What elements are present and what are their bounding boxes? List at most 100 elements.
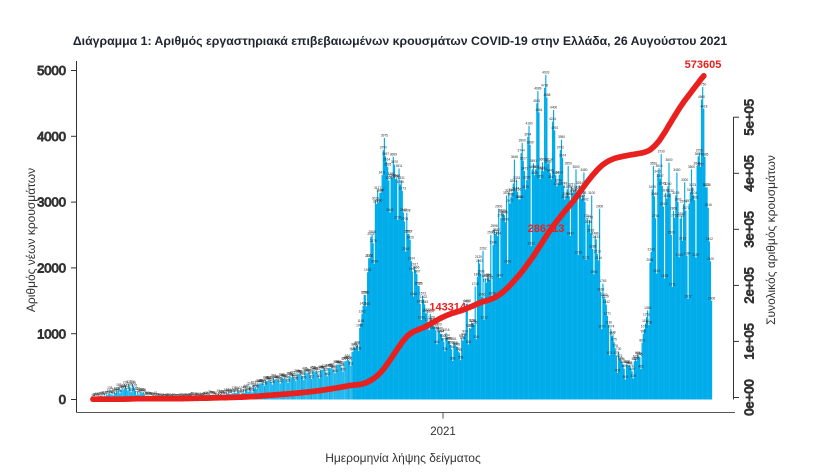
svg-text:281: 281 — [264, 377, 270, 381]
svg-text:4588: 4588 — [543, 93, 550, 97]
svg-text:76: 76 — [208, 390, 212, 394]
svg-text:28: 28 — [197, 393, 201, 397]
svg-text:2346: 2346 — [490, 241, 497, 245]
svg-text:1212: 1212 — [481, 315, 488, 319]
svg-text:19: 19 — [160, 394, 164, 398]
svg-text:3329: 3329 — [385, 176, 392, 180]
svg-text:138: 138 — [232, 386, 238, 390]
svg-text:2977: 2977 — [506, 199, 513, 203]
svg-text:3357: 3357 — [657, 174, 664, 178]
svg-text:3409: 3409 — [552, 171, 559, 175]
svg-text:72: 72 — [105, 390, 109, 394]
svg-text:423: 423 — [312, 367, 318, 371]
svg-text:813: 813 — [354, 342, 360, 346]
svg-text:720: 720 — [349, 348, 355, 352]
svg-text:117: 117 — [246, 387, 251, 391]
svg-text:246: 246 — [258, 379, 264, 383]
svg-text:532: 532 — [625, 360, 631, 364]
svg-text:3500: 3500 — [532, 165, 539, 169]
svg-text:2508: 2508 — [369, 230, 376, 234]
svg-text:352: 352 — [325, 372, 331, 376]
svg-text:106: 106 — [140, 388, 146, 392]
svg-text:3242: 3242 — [553, 182, 560, 186]
svg-text:67: 67 — [210, 391, 214, 395]
svg-text:1103: 1103 — [435, 323, 442, 327]
svg-text:452: 452 — [320, 365, 326, 369]
svg-text:390: 390 — [298, 369, 304, 373]
svg-text:1452: 1452 — [417, 300, 424, 304]
svg-text:63: 63 — [111, 391, 115, 395]
svg-text:3730: 3730 — [658, 150, 665, 154]
svg-text:1136: 1136 — [605, 320, 612, 324]
svg-text:36: 36 — [202, 393, 206, 397]
svg-text:534: 534 — [620, 360, 626, 364]
svg-text:53: 53 — [207, 392, 211, 396]
svg-text:3473: 3473 — [521, 167, 528, 171]
svg-text:3254: 3254 — [576, 181, 583, 185]
svg-text:450: 450 — [310, 366, 316, 370]
svg-text:3674: 3674 — [559, 153, 566, 157]
svg-text:219: 219 — [123, 381, 129, 385]
svg-text:2163: 2163 — [676, 253, 683, 257]
svg-text:33: 33 — [184, 393, 188, 397]
svg-text:163: 163 — [254, 384, 260, 388]
svg-text:2871: 2871 — [682, 206, 689, 210]
svg-text:2017: 2017 — [411, 262, 418, 266]
svg-text:353: 353 — [300, 372, 306, 376]
svg-text:32: 32 — [180, 393, 184, 397]
svg-text:39: 39 — [157, 393, 161, 397]
svg-text:2814: 2814 — [500, 210, 507, 214]
svg-text:214: 214 — [131, 381, 137, 385]
svg-text:85: 85 — [219, 390, 223, 394]
svg-text:3900: 3900 — [519, 139, 526, 143]
svg-text:23: 23 — [182, 394, 186, 398]
svg-text:3975: 3975 — [381, 134, 388, 138]
svg-text:3869: 3869 — [527, 141, 534, 145]
svg-text:100: 100 — [113, 389, 119, 393]
svg-text:132: 132 — [114, 386, 120, 390]
svg-text:888: 888 — [446, 337, 452, 341]
svg-text:2021: 2021 — [430, 426, 456, 438]
svg-text:2484: 2484 — [494, 232, 501, 236]
svg-text:1158: 1158 — [469, 319, 476, 323]
svg-text:5e+05: 5e+05 — [742, 99, 757, 136]
svg-text:413: 413 — [303, 368, 309, 372]
svg-text:601: 601 — [346, 356, 352, 360]
svg-text:169: 169 — [252, 384, 258, 388]
svg-text:3591: 3591 — [530, 159, 537, 163]
svg-text:2696: 2696 — [502, 218, 509, 222]
svg-text:1851: 1851 — [485, 273, 492, 277]
svg-text:1639: 1639 — [597, 287, 604, 291]
svg-text:778: 778 — [353, 344, 359, 348]
svg-text:800: 800 — [351, 343, 357, 347]
svg-text:152: 152 — [243, 385, 249, 389]
svg-text:1442: 1442 — [603, 300, 610, 304]
svg-text:73: 73 — [209, 390, 213, 394]
svg-text:2782: 2782 — [678, 212, 685, 216]
svg-text:72: 72 — [239, 390, 243, 394]
svg-text:26: 26 — [156, 393, 160, 397]
svg-text:Αριθμός νέων κρουσμάτων: Αριθμός νέων κρουσμάτων — [24, 168, 38, 312]
svg-text:3450: 3450 — [580, 168, 587, 172]
svg-text:2761: 2761 — [497, 213, 504, 217]
svg-text:1309: 1309 — [422, 309, 429, 313]
svg-text:998: 998 — [641, 329, 647, 333]
svg-text:3283: 3283 — [510, 179, 517, 183]
svg-text:134: 134 — [248, 386, 254, 390]
svg-text:327: 327 — [271, 374, 277, 378]
svg-text:3608: 3608 — [539, 158, 546, 162]
svg-text:1209: 1209 — [428, 316, 435, 320]
svg-text:916: 916 — [474, 335, 480, 339]
svg-text:4933: 4933 — [542, 71, 549, 75]
svg-text:994: 994 — [439, 330, 445, 334]
svg-text:1842: 1842 — [482, 274, 489, 278]
svg-text:227: 227 — [126, 380, 132, 384]
svg-text:1560: 1560 — [478, 293, 485, 297]
svg-text:367: 367 — [299, 371, 305, 375]
svg-text:35: 35 — [166, 393, 170, 397]
svg-text:295: 295 — [263, 376, 269, 380]
svg-text:237: 237 — [261, 380, 267, 384]
svg-text:3409: 3409 — [531, 171, 538, 175]
svg-text:1907: 1907 — [413, 270, 420, 274]
svg-text:49: 49 — [198, 392, 202, 396]
